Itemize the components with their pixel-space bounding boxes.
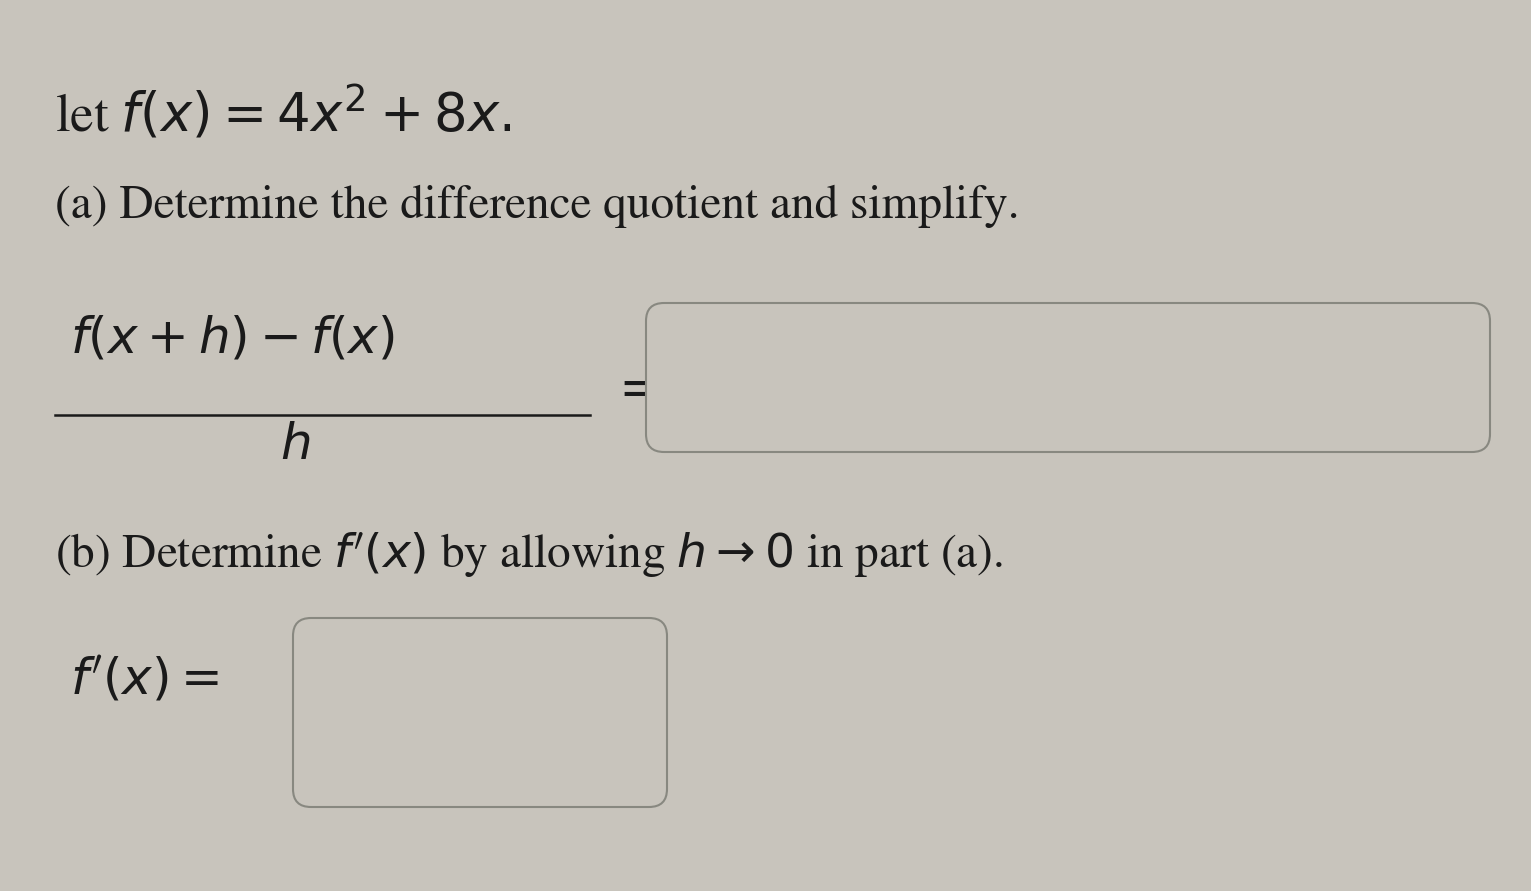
Text: $f(x+h) - f(x)$: $f(x+h) - f(x)$ xyxy=(70,315,395,363)
Text: (b) Determine $f^{\prime}(x)$ by allowing $h \rightarrow 0$ in part (a).: (b) Determine $f^{\prime}(x)$ by allowin… xyxy=(55,530,1003,580)
FancyBboxPatch shape xyxy=(292,618,668,807)
Text: (a) Determine the difference quotient and simplify.: (a) Determine the difference quotient an… xyxy=(55,185,1020,228)
Text: let $f(x) = 4x^2 + 8x.$: let $f(x) = 4x^2 + 8x.$ xyxy=(55,85,511,143)
Text: $h$: $h$ xyxy=(280,425,311,470)
FancyBboxPatch shape xyxy=(646,303,1490,452)
Text: $f^{\prime}(x) =$: $f^{\prime}(x) =$ xyxy=(70,655,219,705)
Text: $=$: $=$ xyxy=(608,365,658,414)
